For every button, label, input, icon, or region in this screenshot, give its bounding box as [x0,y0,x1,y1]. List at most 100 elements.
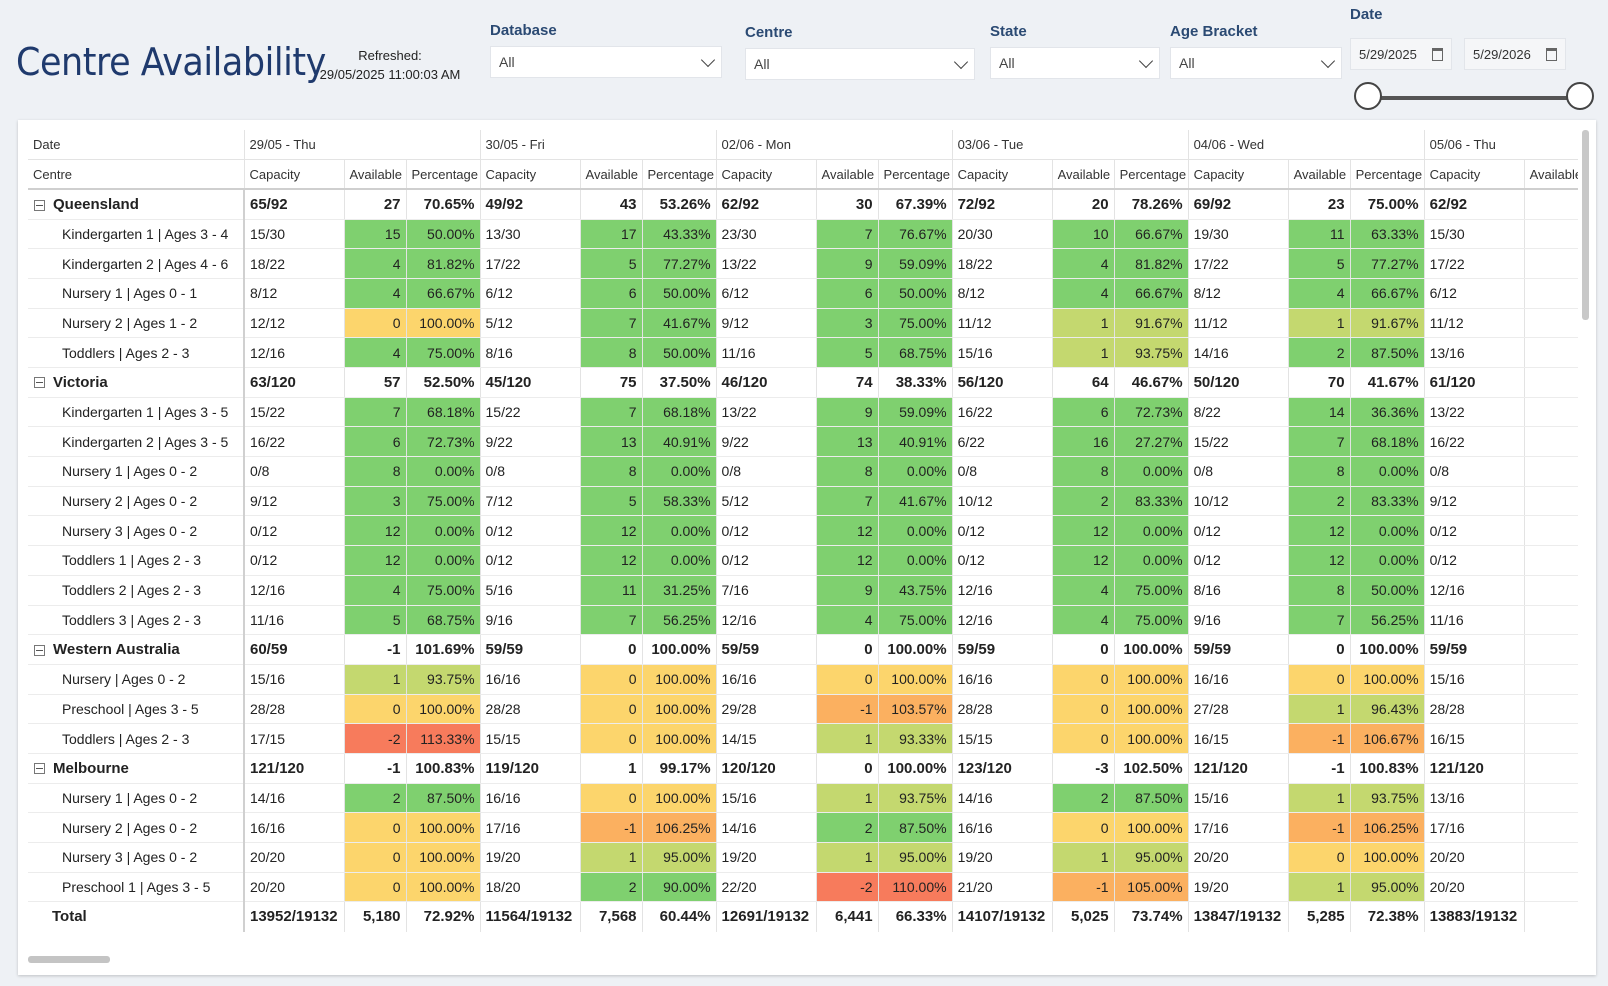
measure-column-header[interactable]: Capacity [479,159,581,191]
capacity-cell: 0/8 [951,456,1053,487]
capacity-cell: 6/12 [1423,278,1525,309]
capacity-cell: 121/120 [1423,753,1525,784]
available-cell: 0 [815,664,879,695]
centre-name-cell: Kindergarten 2 | Ages 3 - 5 [28,426,245,458]
available-cell: 7 [579,308,643,339]
measure-column-header[interactable]: Capacity [243,159,344,191]
state-dropdown[interactable]: All [990,47,1160,79]
measure-column-header[interactable]: Percentage [1113,159,1189,191]
available-cell: 1 [1287,694,1351,725]
horizontal-scrollbar[interactable] [28,956,110,963]
date-column-header[interactable]: 29/05 - Thu [243,130,481,161]
capacity-cell: 7/16 [715,575,817,606]
available-cell: 4 [1051,278,1115,309]
measure-column-header[interactable]: Percentage [1349,159,1425,191]
collapse-icon[interactable] [34,644,45,656]
available-cell: -2 [815,872,879,903]
date-column-header[interactable]: 02/06 - Mon [715,130,953,161]
capacity-cell: 0/12 [1187,515,1289,547]
available-cell: 14 [1287,397,1351,428]
centre-name-cell: Nursery 2 | Ages 1 - 2 [28,308,245,339]
measure-column-header[interactable]: Available [1523,159,1578,191]
capacity-cell: 16/16 [951,664,1053,695]
date-start-input[interactable]: 5/29/2025 [1350,38,1452,70]
date-column-header[interactable]: 04/06 - Wed [1187,130,1425,161]
vertical-scrollbar[interactable] [1582,130,1589,320]
group-name-cell[interactable]: Victoria [28,367,245,398]
group-row: Victoria 63/120 57 52.50% 45/120 75 37.50% 46/1… [28,367,1578,398]
capacity-cell: 27/28 [1187,694,1289,725]
measure-column-header[interactable]: Available [1051,159,1115,191]
percentage-cell: 91.67% [1113,308,1189,339]
percentage-cell: 0.00% [1113,456,1189,487]
date-start-value: 5/29/2025 [1359,46,1417,62]
measure-column-header[interactable]: Available [343,159,406,191]
measure-column-header[interactable]: Percentage [405,159,481,191]
measure-column-header[interactable]: Capacity [715,159,817,191]
date-column-header[interactable]: 30/05 - Fri [479,130,717,161]
group-name-cell[interactable]: Queensland [28,189,245,220]
available-cell: 7 [815,486,879,517]
measure-column-header[interactable]: Percentage [641,159,717,191]
percentage-cell: 96.43% [1349,694,1425,725]
capacity-cell: 12691/19132 [715,901,817,932]
available-cell: 1 [1287,308,1351,339]
available-cell: 2 [1051,783,1115,814]
capacity-cell: 11/16 [243,605,344,636]
date-slider-start-handle[interactable] [1354,82,1382,110]
capacity-cell: 15/15 [479,723,581,754]
date-slider-end-handle[interactable] [1566,82,1594,110]
measure-column-header[interactable]: Available [815,159,879,191]
measure-column-header[interactable]: Capacity [1187,159,1289,191]
capacity-cell: 11/16 [715,337,817,368]
table-row: Toddlers 1 | Ages 2 - 3 0/12 12 0.00% 0/12 12… [28,545,1578,576]
date-column-header[interactable]: 03/06 - Tue [951,130,1189,161]
measure-column-header[interactable]: Percentage [877,159,953,191]
date-column-header[interactable]: 05/06 - Thu [1423,130,1578,161]
date-end-input[interactable]: 5/29/2026 [1464,38,1566,70]
centre-name-cell: Nursery 3 | Ages 0 - 2 [28,842,245,873]
percentage-cell: 99.17% [641,753,717,784]
date-slider-track[interactable] [1362,96,1572,100]
percentage-cell: 87.50% [1113,783,1189,814]
calendar-icon[interactable] [1546,47,1557,61]
available-cell: 1 [815,842,879,873]
capacity-cell: 8/12 [951,278,1053,309]
collapse-icon[interactable] [34,199,45,211]
available-cell: 7 [1287,426,1351,458]
measure-column-header[interactable]: Capacity [951,159,1053,191]
capacity-cell: 0/12 [1423,545,1525,576]
capacity-cell: 65/92 [243,189,344,220]
collapse-icon[interactable] [34,763,45,775]
available-cell: 4 [1287,278,1351,309]
matrix-grid[interactable]: Date 29/05 - Thu 30/05 - Fri 02/06 - Mon 03/… [28,130,1578,948]
measure-column-header[interactable]: Available [579,159,643,191]
age-bracket-dropdown[interactable]: All [1170,47,1342,79]
capacity-cell: 0/8 [243,456,344,487]
percentage-cell: 106.25% [641,812,717,843]
centre-dropdown[interactable]: All [745,48,975,80]
percentage-cell: 0.00% [1113,545,1189,576]
group-name-cell[interactable]: Western Australia [28,634,245,665]
measure-column-header[interactable]: Capacity [1423,159,1525,191]
percentage-cell: 113.33% [405,723,481,754]
database-dropdown[interactable]: All [490,46,722,78]
percentage-cell: 68.18% [405,397,481,428]
capacity-cell: 61/120 [1423,367,1525,398]
percentage-cell: 100.00% [641,694,717,725]
collapse-icon[interactable] [34,377,45,389]
capacity-cell: 16/16 [951,812,1053,843]
capacity-cell: 16/16 [479,664,581,695]
state-dropdown-value: All [999,55,1015,71]
capacity-cell: 15/22 [479,397,581,428]
capacity-cell: 8/16 [479,337,581,368]
percentage-cell: 100.00% [405,872,481,903]
percentage-cell: 75.00% [1349,189,1425,220]
percentage-cell: 66.67% [1113,278,1189,309]
group-name-cell[interactable]: Melbourne [28,753,245,784]
calendar-icon[interactable] [1432,47,1443,61]
percentage-cell: 75.00% [405,575,481,606]
measure-column-header[interactable]: Available [1287,159,1351,191]
percentage-cell: 43.75% [877,575,953,606]
capacity-cell: 120/120 [715,753,817,784]
